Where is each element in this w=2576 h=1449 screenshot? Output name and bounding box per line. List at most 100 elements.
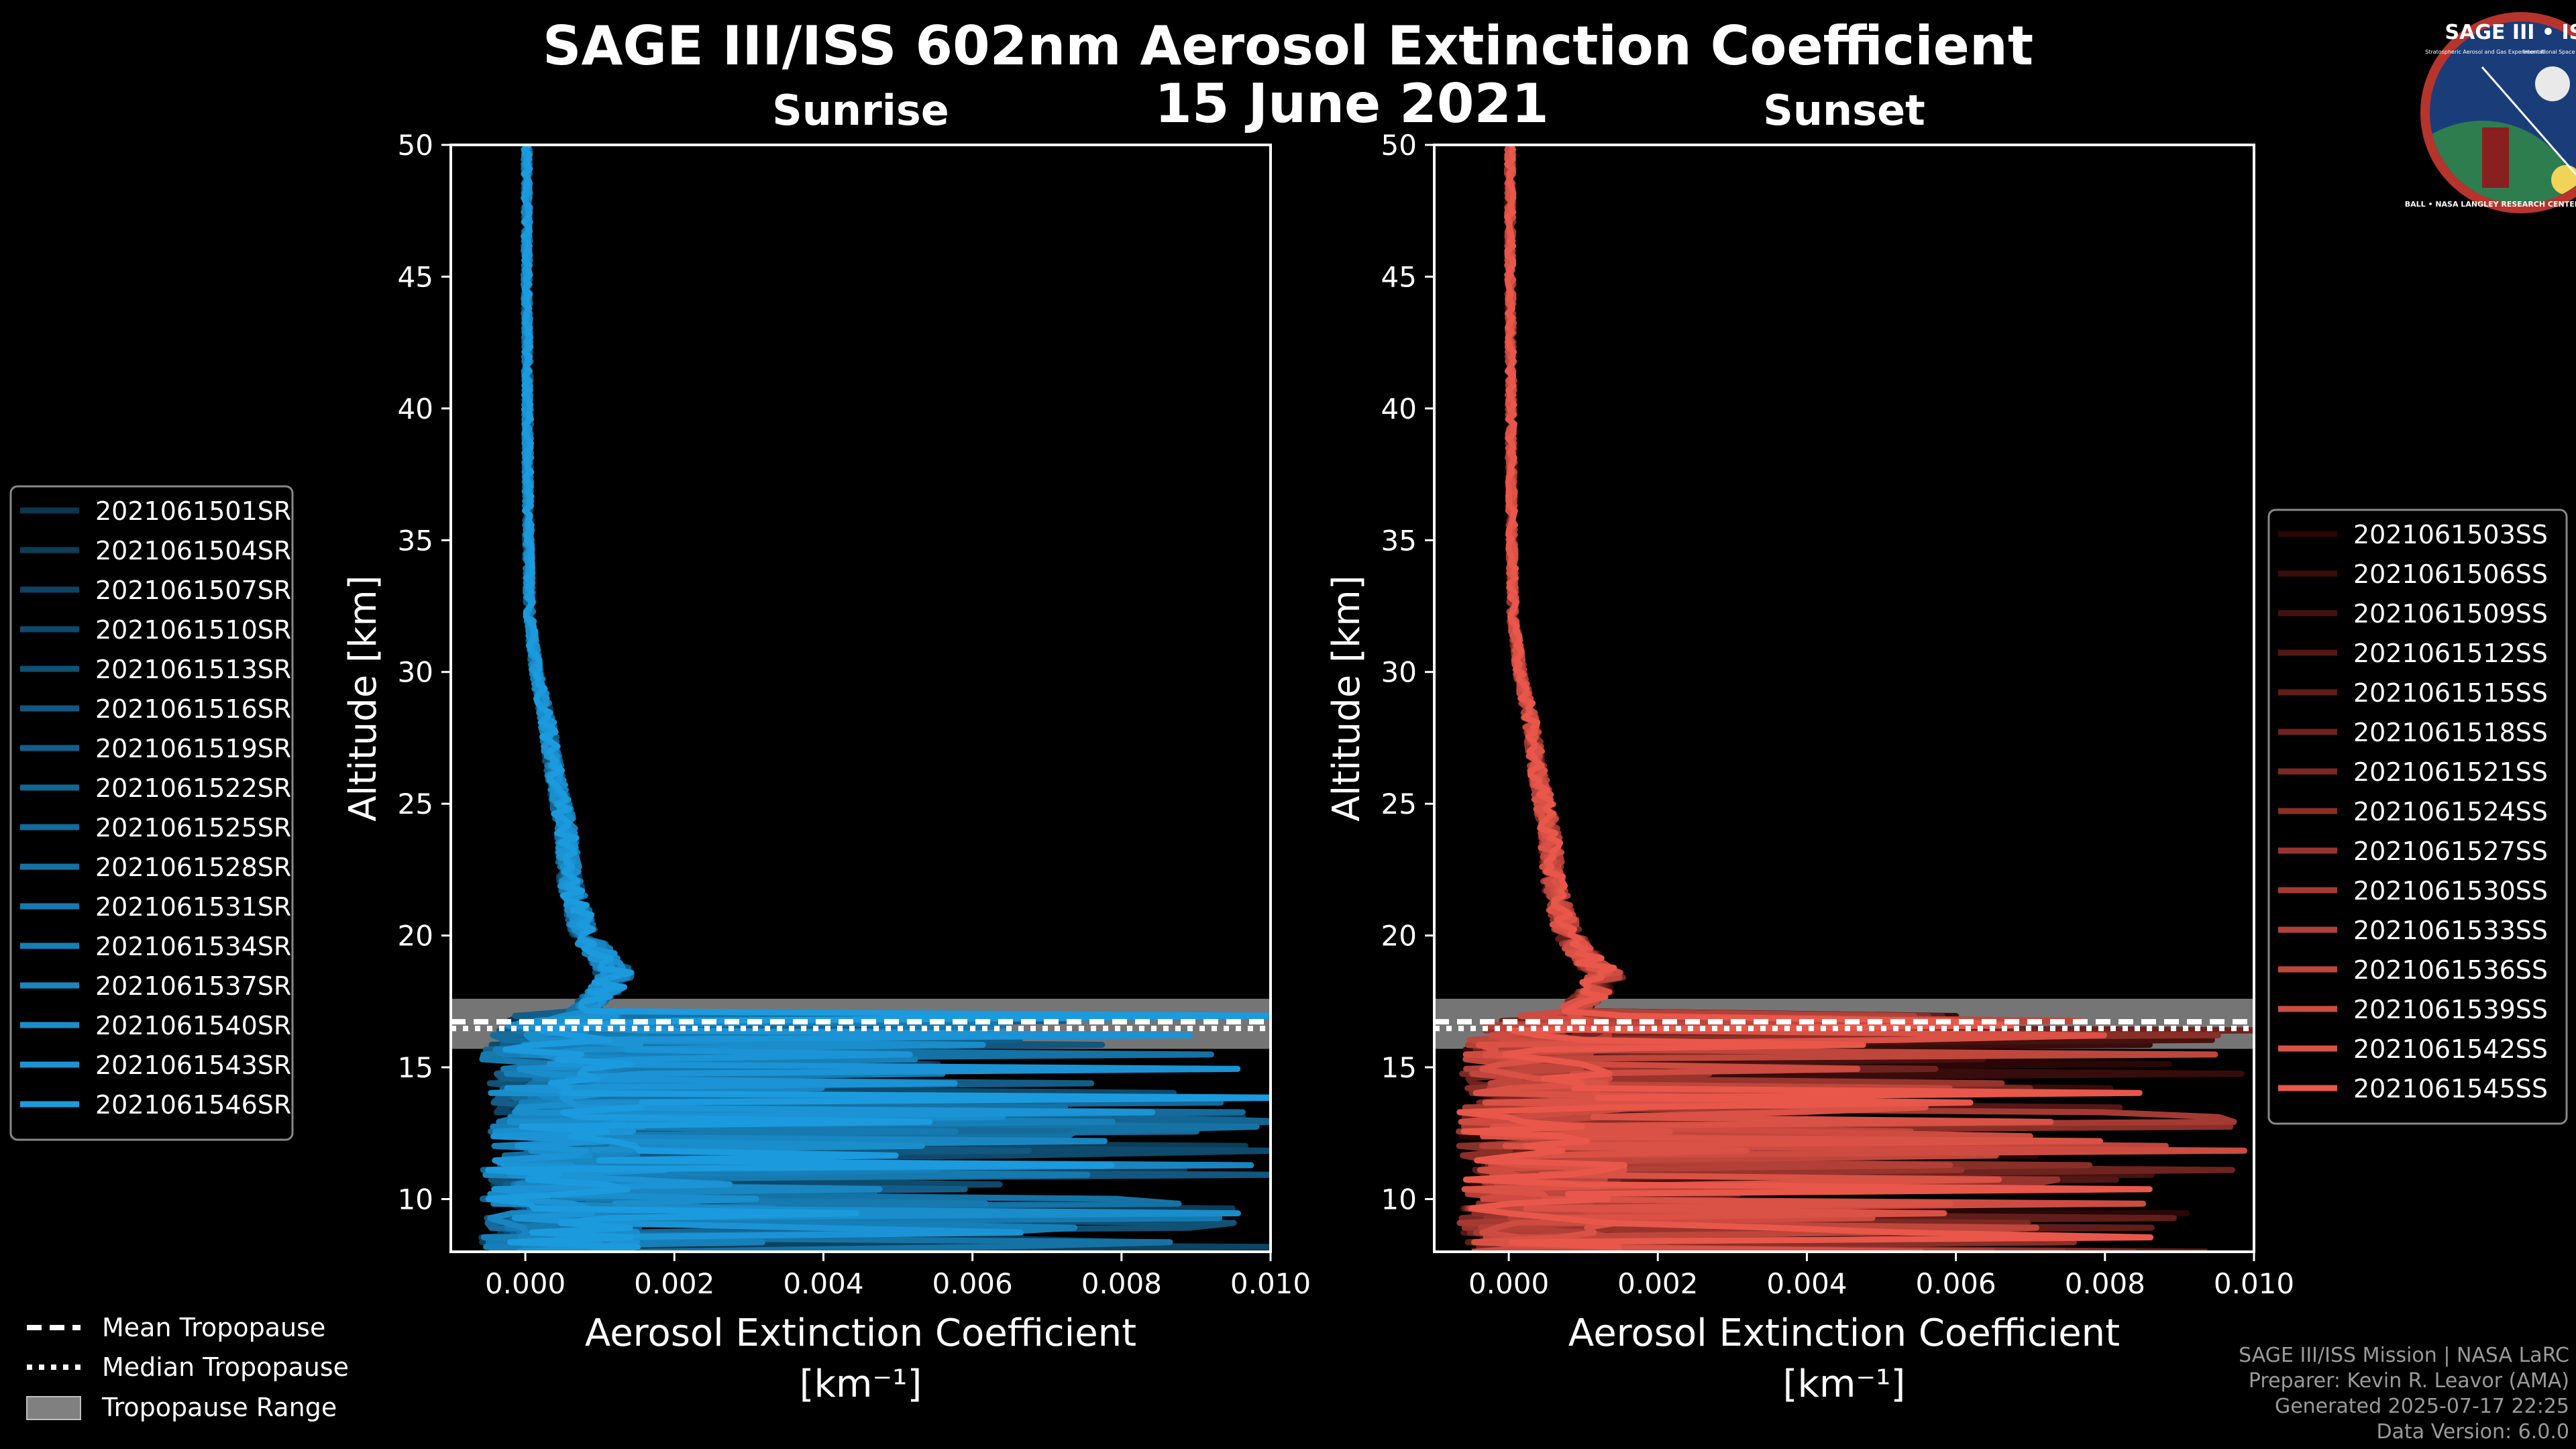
right-x-tick-label: 0.008 [2065, 1267, 2145, 1300]
right-profile-line [1456, 145, 2154, 1252]
right-legend-label: 2021061527SS [2353, 837, 2548, 866]
right-y-axis-label: Altitude [km] [1325, 575, 1368, 821]
left-legend-label: 2021061531SR [95, 892, 291, 922]
right-legend-label: 2021061503SS [2353, 520, 2548, 549]
left-legend-label: 2021061519SR [95, 734, 291, 763]
left-legend-label: 2021061510SR [95, 615, 291, 645]
right-x-tick-label: 0.004 [1766, 1267, 1847, 1300]
right-panel-title: Sunset [1763, 86, 1925, 135]
median-tropopause-label: Median Tropopause [102, 1352, 349, 1382]
right-legend-label: 2021061509SS [2353, 599, 2548, 629]
left-legend-frame [9, 485, 294, 1141]
right-legend-label: 2021061530SS [2353, 876, 2548, 906]
left-legend-label: 2021061525SR [95, 813, 291, 843]
left-y-tick-label: 45 [398, 260, 433, 293]
credit-version: Data Version: 6.0.0 [2376, 1420, 2569, 1444]
left-x-axis-label: Aerosol Extinction Coefficient [585, 1311, 1136, 1355]
left-legend-label: 2021061528SR [95, 853, 291, 882]
left-legend-label: 2021061504SR [95, 536, 291, 566]
right-x-tick-label: 0.006 [1916, 1267, 1996, 1300]
tropopause-legend: Mean Tropopause Median Tropopause Tropop… [26, 1313, 349, 1422]
left-x-tick-label: 0.010 [1230, 1267, 1311, 1300]
left-legend-label: 2021061546SR [95, 1090, 291, 1120]
right-legend-label: 2021061533SS [2353, 916, 2548, 945]
logo-subtitle: Stratospheric Aerosol and Gas Experiment… [2425, 49, 2545, 55]
left-legend-label: 2021061516SR [95, 694, 291, 724]
right-x-tick-label: 0.002 [1617, 1267, 1698, 1300]
right-legend-label: 2021061536SS [2353, 955, 2548, 985]
right-legend-label: 2021061542SS [2353, 1034, 2548, 1064]
right-y-tick-label: 35 [1381, 524, 1417, 557]
right-legend-label: 2021061512SS [2353, 639, 2548, 668]
left-x-tick-label: 0.002 [634, 1267, 714, 1300]
right-x-axis-label: Aerosol Extinction Coefficient [1568, 1311, 2120, 1355]
right-legend-label: 2021061521SS [2353, 757, 2548, 787]
left-y-tick-label: 40 [398, 392, 433, 425]
left-legend-label: 2021061534SR [95, 932, 291, 961]
left-legend-label: 2021061537SR [95, 971, 291, 1001]
left-legend-label: 2021061543SR [95, 1051, 291, 1080]
right-y-tick-label: 20 [1381, 920, 1417, 953]
left-y-axis-label: Altitude [km] [341, 575, 385, 821]
credit-preparer: Preparer: Kevin R. Leavor (AMA) [2248, 1369, 2569, 1393]
left-series-legend: 2021061501SR 2021061504SR 2021061507SR 2021… [9, 485, 294, 1141]
logo-title: SAGE III • ISS [2445, 21, 2576, 44]
logo-earth-icon [2430, 121, 2576, 204]
left-y-tick-label: 10 [398, 1183, 433, 1216]
logo-ring-text: BALL • NASA LANGLEY RESEARCH CENTER • TA… [2405, 200, 2576, 209]
left-y-tick-label: 50 [398, 129, 433, 162]
right-legend-label: 2021061515SS [2353, 678, 2548, 708]
mean-tropopause-label: Mean Tropopause [102, 1313, 325, 1342]
tropopause-range-swatch [26, 1396, 81, 1420]
right-legend-label: 2021061506SS [2353, 559, 2548, 589]
right-legend-frame [2267, 508, 2568, 1125]
left-legend-label: 2021061507SR [95, 576, 291, 605]
left-legend-label: 2021061522SR [95, 773, 291, 803]
left-y-tick-label: 30 [398, 656, 433, 689]
credit-generated: Generated 2025-07-17 22:25 [2274, 1395, 2569, 1418]
right-y-tick-label: 40 [1381, 392, 1417, 425]
left-y-tick-label: 20 [398, 920, 433, 953]
right-y-tick-label: 10 [1381, 1183, 1417, 1216]
left-y-tick-label: 35 [398, 524, 433, 557]
left-x-tick-label: 0.008 [1081, 1267, 1162, 1300]
left-profile-line [485, 145, 1271, 1252]
right-series-legend: 2021061503SS 2021061506SS 2021061509SS 2021… [2267, 508, 2568, 1125]
right-y-tick-label: 30 [1381, 656, 1417, 689]
figure-subtitle: 15 June 2021 [1155, 72, 1549, 135]
left-x-tick-label: 0.006 [932, 1267, 1013, 1300]
left-x-tick-label: 0.004 [783, 1267, 863, 1300]
logo-beam-icon [2481, 66, 2576, 175]
right-y-tick-label: 50 [1381, 129, 1417, 162]
right-x-axis-unit: [km⁻¹] [1783, 1362, 1906, 1406]
tropopause-range-label: Tropopause Range [101, 1393, 337, 1422]
right-x-tick-label: 0.000 [1468, 1267, 1549, 1300]
sunset-panel: Sunset 10 15 20 25 30 35 40 45 50 0.000 0.002 0.004 0… [1325, 86, 2568, 1406]
right-legend-label: 2021061524SS [2353, 797, 2548, 826]
left-y-tick-label: 15 [398, 1051, 433, 1084]
left-panel-title: Sunrise [772, 86, 949, 135]
right-legend-label: 2021061539SS [2353, 995, 2548, 1024]
left-legend-label: 2021061501SR [95, 496, 291, 526]
left-legend-label: 2021061540SR [95, 1011, 291, 1040]
right-y-tick-label: 45 [1381, 260, 1417, 293]
left-axes-frame [449, 144, 1272, 1253]
right-y-tick-label: 15 [1381, 1051, 1417, 1084]
left-legend-label: 2021061513SR [95, 655, 291, 684]
right-legend-label: 2021061545SS [2353, 1074, 2548, 1104]
right-y-tick-label: 25 [1381, 788, 1417, 820]
left-x-tick-label: 0.000 [485, 1267, 566, 1300]
sunrise-panel: Sunrise 10 15 20 25 30 35 40 45 50 0.000 0.002 0.004… [9, 86, 1311, 1406]
right-x-tick-label: 0.010 [2214, 1267, 2294, 1300]
logo-moon-icon [2535, 66, 2570, 101]
figure-title: SAGE III/ISS 602nm Aerosol Extinction Co… [543, 15, 2033, 77]
left-x-axis-unit: [km⁻¹] [800, 1362, 922, 1406]
credit-mission: SAGE III/ISS Mission | NASA LaRC [2239, 1344, 2569, 1367]
left-y-tick-label: 25 [398, 788, 433, 820]
credits-block: SAGE III/ISS Mission | NASA LaRC Prepare… [2239, 1343, 2569, 1445]
right-axes-frame [1433, 144, 2255, 1253]
logo-station: International Space Station [2523, 49, 2576, 55]
sage-iii-iss-logo: SAGE III • ISS Stratospheric Aerosol and… [2405, 12, 2576, 213]
right-legend-label: 2021061518SS [2353, 718, 2548, 747]
